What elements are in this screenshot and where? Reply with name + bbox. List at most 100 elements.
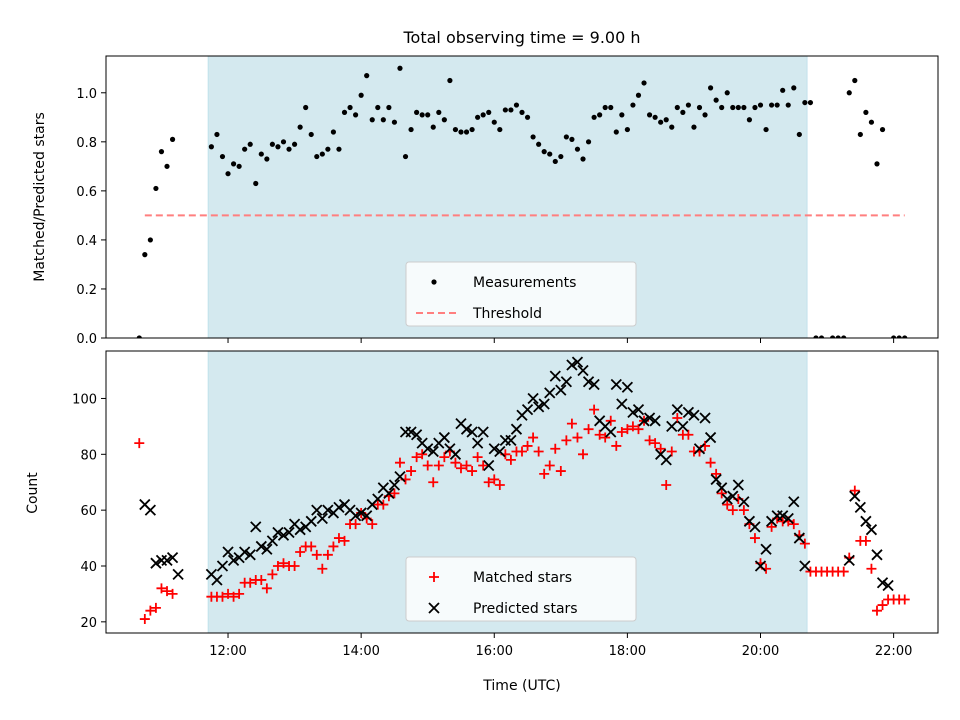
- measurement-point: [541, 149, 547, 155]
- matched-star-point: [578, 449, 589, 460]
- predicted-star-point: [477, 426, 489, 438]
- measurement-point: [713, 97, 719, 103]
- measurement-point: [142, 252, 148, 258]
- predicted-star-point: [471, 437, 484, 449]
- legend-label: Predicted stars: [473, 601, 578, 617]
- measurement-point: [646, 112, 653, 118]
- matched-star-point: [799, 538, 810, 549]
- matched-star-point: [461, 460, 472, 471]
- matched-star-point: [295, 547, 306, 558]
- measurement-point: [391, 119, 398, 125]
- predicted-star-point: [527, 392, 539, 405]
- predicted-star-point: [754, 560, 767, 572]
- measurement-point: [497, 126, 503, 133]
- predicted-star-point: [849, 490, 861, 502]
- matched-star-point: [727, 505, 738, 516]
- matched-star-point: [467, 466, 478, 477]
- predicted-star-point: [793, 532, 805, 544]
- predicted-star-point: [882, 579, 894, 592]
- matched-star-point: [716, 488, 727, 499]
- bottom-plot-frame: [105, 350, 939, 634]
- matched-star-point: [478, 460, 489, 471]
- predicted-star-point: [843, 554, 855, 567]
- predicted-star-point: [311, 504, 323, 516]
- chart-title: Total observing time = 9.00 h: [402, 28, 640, 47]
- measurement-point: [253, 180, 259, 187]
- matched-star-point: [422, 460, 433, 471]
- predicted-star-point: [227, 554, 240, 567]
- predicted-star-point: [244, 549, 256, 561]
- matched-star-point: [555, 466, 566, 477]
- measurement-point: [364, 73, 370, 79]
- measurement-point: [519, 109, 525, 115]
- matched-star-point: [217, 591, 228, 602]
- predicted-star-point: [449, 448, 462, 460]
- y-tick-label: 100: [72, 392, 97, 407]
- measurement-point: [674, 104, 680, 111]
- measurement-point: [818, 335, 825, 338]
- predicted-star-point: [544, 387, 556, 399]
- top-plot-frame: [105, 55, 939, 339]
- measurement-point: [663, 117, 669, 123]
- measurement-point: [619, 112, 625, 118]
- y-tick-label: 0.2: [76, 283, 97, 298]
- measurement-point: [147, 237, 153, 243]
- measurement-point: [658, 119, 664, 125]
- measurement-point: [369, 117, 375, 123]
- matched-star-point: [261, 583, 272, 594]
- matched-star-point: [849, 485, 860, 496]
- matched-star-point: [528, 432, 539, 443]
- measurement-point: [791, 85, 797, 91]
- measurement-point: [258, 151, 264, 157]
- top-panel: 0.0 0.2 0.4 0.6 0.8 1.0 Matched/Predicted sta…: [32, 55, 939, 347]
- matched-star-point: [655, 443, 666, 454]
- predicted-star-point: [361, 510, 373, 522]
- measurement-point: [480, 112, 486, 118]
- matched-star-point: [406, 466, 417, 477]
- measurement-point: [286, 146, 292, 152]
- predicted-star-point: [427, 445, 439, 458]
- measurement-point: [214, 131, 220, 138]
- predicted-star-point: [638, 415, 650, 427]
- matched-star-point: [378, 499, 389, 510]
- matched-star-point: [533, 446, 544, 457]
- measurement-point: [158, 149, 165, 155]
- matched-star-point: [411, 452, 422, 463]
- matched-star-point: [455, 463, 466, 474]
- predicted-star-point: [394, 471, 406, 483]
- predicted-star-point: [521, 403, 534, 416]
- measurement-point: [314, 153, 320, 160]
- measurement-point: [336, 146, 342, 152]
- matched-star-point: [650, 438, 661, 449]
- measurement-point: [236, 163, 242, 169]
- predicted-star-point: [566, 359, 578, 371]
- measurement-point: [303, 104, 309, 111]
- measurement-point: [624, 126, 630, 133]
- matched-star-point: [472, 452, 483, 463]
- measurement-point: [341, 109, 348, 115]
- predicted-star-point: [410, 429, 423, 441]
- measurement-point: [436, 109, 442, 115]
- predicted-star-point: [710, 473, 722, 486]
- matched-star-point: [666, 446, 677, 457]
- predicted-star-point: [283, 526, 295, 539]
- measurement-point: [469, 126, 475, 133]
- measurement-point: [319, 151, 325, 157]
- predicted-star-point: [333, 501, 345, 513]
- measurement-point: [719, 104, 725, 111]
- measurement-point: [879, 126, 886, 133]
- measurement-point: [524, 114, 531, 120]
- matched-star-point: [600, 432, 611, 443]
- measurement-point: [536, 141, 542, 147]
- predicted-star-point: [349, 510, 362, 522]
- predicted-star-point: [727, 490, 739, 502]
- predicted-star-point: [305, 515, 317, 527]
- matched-star-point: [722, 499, 733, 510]
- measurement-point: [447, 77, 453, 84]
- measurement-point: [574, 146, 581, 152]
- matched-star-point: [245, 577, 256, 588]
- predicted-star-point: [571, 356, 584, 368]
- matched-star-point: [661, 480, 672, 491]
- predicted-star-point: [699, 412, 711, 424]
